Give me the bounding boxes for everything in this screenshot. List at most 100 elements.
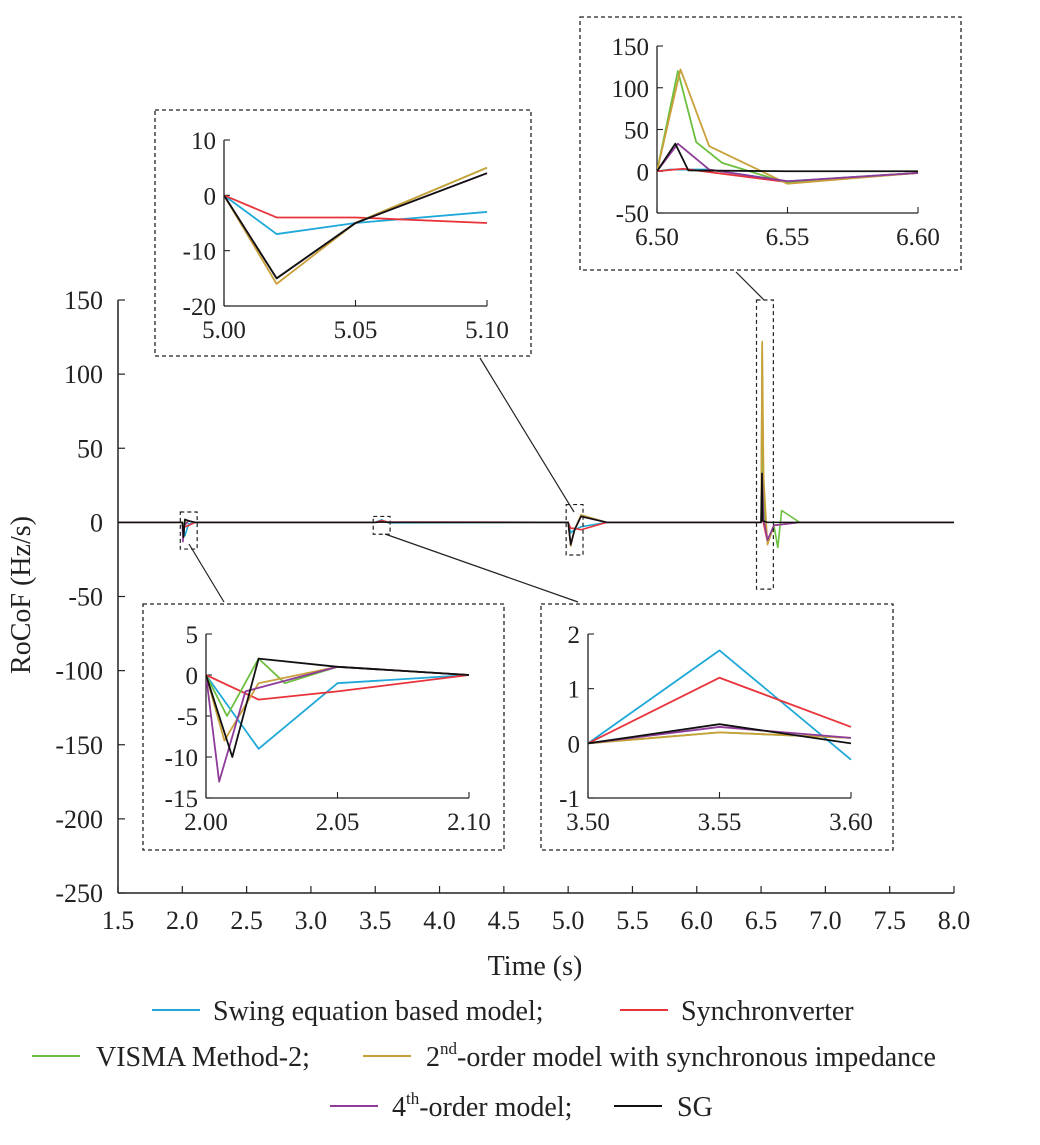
main-series-group (118, 340, 954, 549)
x-tick-label: 7.5 (873, 906, 906, 935)
inset-y-tick-label: -10 (183, 239, 216, 266)
inset-series-line-sg (206, 657, 470, 758)
zoom-region-box (179, 511, 198, 550)
x-tick-label: 4.5 (488, 906, 521, 935)
series-line-synch (118, 517, 954, 543)
legend-label-synch: Synchronverter (681, 996, 854, 1027)
y-tick-label: 50 (77, 434, 103, 463)
main-axes: 1.5 2.0 2.5 3.0 3.5 4.0 4.5 5.0 5.5 6.0 6.5 7.0 7.5 8… (55, 286, 970, 935)
inset-series-group (206, 657, 470, 783)
inset-series-line-swing (224, 194, 488, 235)
x-tick-label: 2.0 (166, 906, 199, 935)
inset-x-tick-label: 5.10 (465, 317, 509, 344)
series-line-second (118, 340, 954, 547)
inset-x-tick-label: 6.55 (766, 224, 810, 251)
y-tick-label: 100 (64, 360, 103, 389)
y-tick-label: 0 (90, 508, 103, 537)
inset-x-tick-label: 3.55 (698, 809, 742, 836)
inset-series-line-sg (657, 142, 918, 173)
inset-y-tick-label: 150 (612, 34, 650, 61)
inset-y-tick-label: 100 (612, 76, 650, 103)
inset-y-tick-label: 2 (568, 622, 581, 649)
y-tick-label: -250 (55, 879, 103, 908)
inset-series-line-synch (224, 194, 488, 224)
series-line-sg (118, 472, 954, 546)
inset-y-tick-label: 1 (568, 677, 581, 704)
x-tick-label: 5.5 (616, 906, 649, 935)
series-line-visma (118, 343, 954, 549)
inset-y-tick-label: 0 (204, 183, 217, 210)
y-tick-label: -150 (55, 731, 103, 760)
series-line-fourth (118, 472, 954, 546)
inset-y-tick-label: -15 (165, 786, 198, 813)
y-tick-label: -200 (55, 805, 103, 834)
inset-x-tick-label: 2.05 (316, 809, 360, 836)
inset-series-group (224, 166, 488, 285)
x-tick-label: 7.0 (809, 906, 842, 935)
inset-series-line-synch (588, 676, 852, 745)
inset-series-line-second (224, 166, 488, 285)
inset-y-tick-label: -1 (559, 786, 580, 813)
inset-x-tick-label: 2.10 (447, 809, 491, 836)
inset-frame (579, 16, 962, 271)
y-tick-label: 150 (64, 286, 103, 315)
inset-y-tick-label: -20 (183, 294, 216, 321)
inset-3: 3.50 3.55 3.60 2 1 0 -1 (384, 533, 894, 851)
inset-x-tick-label: 3.50 (566, 809, 610, 836)
inset-series-line-fourth (588, 726, 852, 745)
y-tick-label: -50 (68, 583, 103, 612)
inset-x-tick-label: 5.00 (202, 317, 246, 344)
legend: Swing equation based model; Synchronvert… (32, 996, 936, 1123)
x-tick-label: 4.0 (423, 906, 456, 935)
inset-frame (142, 603, 505, 851)
legend-label-sg: SG (677, 1092, 713, 1123)
inset-y-tick-label: 0 (568, 731, 581, 758)
inset-x-tick-label: 5.05 (334, 317, 378, 344)
x-tick-label: 6.0 (681, 906, 714, 935)
inset-series-line-swing (588, 649, 852, 761)
inset-x-tick-label: 3.60 (829, 809, 873, 836)
y-axis-label: RoCoF (Hz/s) (6, 516, 37, 674)
inset-series-line-sg (588, 723, 852, 745)
inset-y-tick-label: -50 (616, 201, 649, 228)
x-tick-label: 6.5 (745, 906, 778, 935)
inset-series-line-fourth (657, 142, 919, 183)
inset-series-line-synch (206, 674, 470, 701)
inset-series-line-sg (224, 172, 488, 280)
y-tick-label: -100 (55, 657, 103, 686)
inset-leader-line (479, 357, 575, 513)
inset-leader-line (188, 543, 225, 603)
inset-series-group (657, 68, 919, 185)
x-axis-label: Time (s) (488, 951, 583, 982)
inset-x-tick-label: 6.60 (896, 224, 940, 251)
inset-x-tick-label: 2.00 (184, 809, 228, 836)
inset-leader-line (735, 271, 765, 301)
inset-y-tick-label: 0 (186, 663, 199, 690)
x-tick-label: 2.5 (230, 906, 263, 935)
inset-leader-line (384, 533, 579, 603)
zoom-region-box (565, 503, 584, 556)
inset-y-tick-label: 5 (186, 622, 199, 649)
inset-2: 2.00 2.05 2.10 5 0 -5 -10 -15 (142, 543, 505, 851)
zoom-region-box (372, 515, 391, 535)
inset-series-line-swing (206, 674, 470, 750)
zoom-region-markers (179, 299, 774, 590)
inset-series-line-second (657, 68, 919, 185)
x-tick-label: 3.5 (359, 906, 392, 935)
legend-label-visma: VISMA Method-2; (96, 1042, 310, 1073)
inset-y-tick-label: 50 (624, 118, 649, 145)
inset-0: 5.00 5.05 5.10 10 0 -10 -20 (154, 109, 575, 513)
inset-y-tick-label: -5 (177, 704, 198, 731)
inset-y-tick-label: -10 (165, 745, 198, 772)
x-tick-label: 1.5 (102, 906, 135, 935)
legend-label-swing: Swing equation based model; (213, 996, 544, 1027)
inset-y-tick-label: 10 (191, 128, 216, 155)
x-tick-label: 5.0 (552, 906, 585, 935)
zoom-region-box (755, 299, 774, 590)
x-tick-label: 3.0 (295, 906, 328, 935)
inset-series-group (588, 649, 852, 761)
legend-label-second: 2nd-order model with synchronous impedan… (426, 1039, 936, 1073)
inset-x-tick-label: 6.50 (635, 224, 679, 251)
x-tick-label: 8.0 (938, 906, 971, 935)
